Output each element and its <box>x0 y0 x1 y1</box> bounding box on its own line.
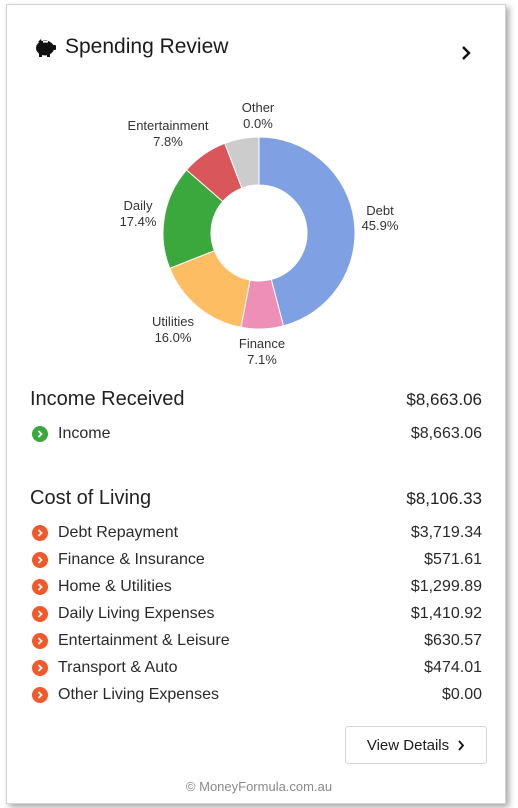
income-total: $8,663.06 <box>406 389 482 409</box>
card-header: Spending Review <box>33 35 228 59</box>
chevron-right-icon <box>32 687 48 703</box>
slice-percent-label: 0.0% <box>243 116 273 131</box>
cost-value: $0.00 <box>441 686 482 703</box>
slice-name-label: Utilities <box>152 314 194 329</box>
cost-label: Daily Living Expenses <box>58 605 215 622</box>
cost-row[interactable]: Other Living Expenses $0.00 <box>32 684 482 706</box>
income-section-title: Income Received <box>30 388 185 410</box>
cost-total: $8,106.33 <box>406 488 482 508</box>
cost-section-title: Cost of Living <box>30 487 152 509</box>
chevron-right-icon <box>32 579 48 595</box>
cost-value: $1,410.92 <box>410 605 482 622</box>
slice-percent-label: 7.1% <box>247 352 277 367</box>
slice-name-label: Entertainment <box>128 118 209 133</box>
slice-debt[interactable] <box>258 136 356 327</box>
cost-label: Transport & Auto <box>58 659 178 676</box>
cost-value: $474.01 <box>424 659 482 676</box>
income-label: Income <box>58 425 111 442</box>
slice-percent-label: 17.4% <box>120 214 157 229</box>
chevron-right-icon <box>32 633 48 649</box>
slice-percent-label: 16.0% <box>155 330 192 345</box>
cost-value: $1,299.89 <box>410 578 482 595</box>
cost-label: Entertainment & Leisure <box>58 632 230 649</box>
chevron-right-icon <box>32 426 48 442</box>
slice-name-label: Daily <box>124 198 153 213</box>
cost-label: Finance & Insurance <box>58 551 205 568</box>
income-value: $8,663.06 <box>410 425 482 442</box>
view-details-label: View Details <box>366 736 450 754</box>
slice-name-label: Finance <box>239 336 285 351</box>
slice-percent-label: 7.8% <box>153 134 183 149</box>
cost-row[interactable]: Entertainment & Leisure $630.57 <box>32 630 482 652</box>
page-title: Spending Review <box>65 35 229 58</box>
cost-row[interactable]: Daily Living Expenses $1,410.92 <box>32 603 482 625</box>
cost-row[interactable]: Finance & Insurance $571.61 <box>32 549 482 571</box>
cost-value: $3,719.34 <box>410 524 482 541</box>
cost-row[interactable]: Home & Utilities $1,299.89 <box>32 576 482 598</box>
chevron-right-icon <box>32 525 48 541</box>
cost-value: $630.57 <box>424 632 482 649</box>
slice-name-label: Other <box>242 100 275 115</box>
cost-label: Home & Utilities <box>58 578 172 595</box>
footer-copyright: © MoneyFormula.com.au <box>185 779 333 794</box>
piggy-bank-icon <box>36 39 56 57</box>
cost-section-header: Cost of Living $8,106.33 <box>30 487 482 510</box>
chevron-right-icon <box>32 660 48 676</box>
cost-row[interactable]: Debt Repayment $3,719.34 <box>32 522 482 544</box>
cost-row[interactable]: Transport & Auto $474.01 <box>32 657 482 679</box>
income-section-header: Income Received $8,663.06 <box>30 388 482 411</box>
income-row[interactable]: Income $8,663.06 <box>32 423 482 445</box>
spending-donut-chart: Debt 45.9% Finance 7.1% Utilities 16.0% Daily 1… <box>0 90 518 380</box>
slice-name-label: Debt <box>366 203 394 218</box>
chevron-right-icon <box>32 552 48 568</box>
slice-other[interactable] <box>224 136 260 189</box>
cost-label: Debt Repayment <box>58 524 179 541</box>
chevron-right-icon <box>458 739 465 751</box>
cost-label: Other Living Expenses <box>58 686 219 703</box>
slice-percent-label: 45.9% <box>362 218 399 233</box>
chevron-right-icon[interactable] <box>459 45 473 61</box>
cost-value: $571.61 <box>424 551 482 568</box>
view-details-button[interactable]: View Details <box>345 726 487 764</box>
chevron-right-icon <box>32 606 48 622</box>
